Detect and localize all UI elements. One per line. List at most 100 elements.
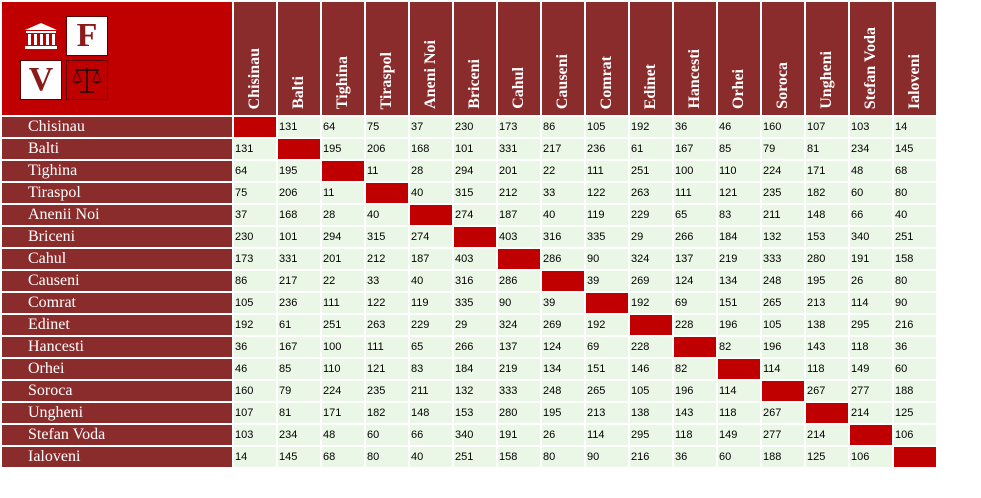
column-header: Aneni Noi — [410, 2, 452, 115]
distance-cell: 110 — [322, 359, 364, 379]
institution-icon — [20, 16, 62, 56]
distance-cell: 195 — [278, 161, 320, 181]
distance-cell: 160 — [762, 117, 804, 137]
distance-cell: 122 — [586, 183, 628, 203]
distance-cell: 316 — [454, 271, 496, 291]
distance-cell: 153 — [806, 227, 848, 247]
table-row: Balti 131 195 206 168 101 331 217 236 61 167 85 79 81… — [2, 139, 936, 159]
distance-cell: 125 — [806, 447, 848, 467]
distance-cell: 286 — [542, 249, 584, 269]
distance-cell: 85 — [718, 139, 760, 159]
distance-cell: 230 — [234, 227, 276, 247]
distance-cell: 132 — [762, 227, 804, 247]
distance-cell: 149 — [718, 425, 760, 445]
table-row: Cahul 173 331 201 212 187 403 286 90 324 137 219 333… — [2, 249, 936, 269]
distance-cell: 214 — [850, 403, 892, 423]
distance-cell: 211 — [762, 205, 804, 225]
diagonal-cell — [762, 381, 804, 401]
row-header: Soroca — [2, 381, 232, 401]
row-header: Cahul — [2, 249, 232, 269]
distance-cell: 11 — [366, 161, 408, 181]
distance-cell: 105 — [234, 293, 276, 313]
distance-cell: 191 — [498, 425, 540, 445]
distance-cell: 137 — [498, 337, 540, 357]
distance-cell: 114 — [586, 425, 628, 445]
logo: F V — [20, 16, 112, 102]
distance-cell: 69 — [586, 337, 628, 357]
distance-cell: 403 — [498, 227, 540, 247]
diagonal-cell — [894, 447, 936, 467]
logo-letter-v: V — [28, 61, 54, 98]
distance-cell: 335 — [586, 227, 628, 247]
distance-cell: 107 — [234, 403, 276, 423]
diagonal-cell — [366, 183, 408, 203]
distance-cell: 331 — [278, 249, 320, 269]
column-header-label: Causeni — [554, 53, 571, 109]
distance-cell: 143 — [674, 403, 716, 423]
distance-cell: 212 — [366, 249, 408, 269]
distance-cell: 201 — [322, 249, 364, 269]
distance-cell: 36 — [894, 337, 936, 357]
diagonal-cell — [410, 205, 452, 225]
distance-cell: 211 — [410, 381, 452, 401]
distance-cell: 28 — [322, 205, 364, 225]
distance-cell: 280 — [498, 403, 540, 423]
distance-cell: 187 — [410, 249, 452, 269]
distance-cell: 48 — [850, 161, 892, 181]
distance-cell: 151 — [586, 359, 628, 379]
distance-cell: 64 — [234, 161, 276, 181]
column-header-label: Edinet — [642, 63, 659, 109]
logo-letter-box: F — [66, 16, 108, 56]
distance-cell: 124 — [674, 271, 716, 291]
diagonal-cell — [542, 271, 584, 291]
distance-cell: 324 — [630, 249, 672, 269]
distance-cell: 235 — [366, 381, 408, 401]
distance-cell: 33 — [366, 271, 408, 291]
distance-cell: 40 — [542, 205, 584, 225]
row-header: Tighina — [2, 161, 232, 181]
distance-cell: 124 — [542, 337, 584, 357]
column-header: Ungheni — [806, 2, 848, 115]
diagonal-cell — [674, 337, 716, 357]
distance-cell: 114 — [850, 293, 892, 313]
column-header: Comrat — [586, 2, 628, 115]
distance-cell: 340 — [454, 425, 496, 445]
distance-cell: 82 — [674, 359, 716, 379]
row-header: Hancesti — [2, 337, 232, 357]
distance-cell: 158 — [498, 447, 540, 467]
table-row: Chisinau 131 64 75 37 230 173 86 105 192 36 46 160 10… — [2, 117, 936, 137]
distance-cell: 213 — [806, 293, 848, 313]
distance-cell: 79 — [762, 139, 804, 159]
distance-cell: 216 — [630, 447, 672, 467]
distance-cell: 119 — [410, 293, 452, 313]
distance-cell: 295 — [630, 425, 672, 445]
distance-cell: 83 — [410, 359, 452, 379]
distance-cell: 229 — [410, 315, 452, 335]
distance-cell: 148 — [806, 205, 848, 225]
distance-cell: 403 — [454, 249, 496, 269]
distance-cell: 191 — [850, 249, 892, 269]
distance-cell: 68 — [894, 161, 936, 181]
distance-cell: 214 — [806, 425, 848, 445]
distance-cell: 82 — [718, 337, 760, 357]
distance-cell: 101 — [278, 227, 320, 247]
distance-cell: 251 — [322, 315, 364, 335]
distance-cell: 212 — [498, 183, 540, 203]
distance-cell: 40 — [410, 271, 452, 291]
distance-cell: 316 — [542, 227, 584, 247]
distance-cell: 315 — [454, 183, 496, 203]
distance-cell: 40 — [410, 447, 452, 467]
distance-cell: 46 — [234, 359, 276, 379]
distance-cell: 69 — [674, 293, 716, 313]
diagonal-cell — [850, 425, 892, 445]
distance-cell: 331 — [498, 139, 540, 159]
table-row: Anenii Noi 37 168 28 40 274 187 40 119 229 65 83 211… — [2, 205, 936, 225]
distance-cell: 48 — [322, 425, 364, 445]
row-header: Causeni — [2, 271, 232, 291]
distance-cell: 213 — [586, 403, 628, 423]
distance-cell: 196 — [674, 381, 716, 401]
column-header: Orhei — [718, 2, 760, 115]
distance-cell: 196 — [762, 337, 804, 357]
distance-table: F V — [2, 2, 936, 467]
row-header: Ungheni — [2, 403, 232, 423]
